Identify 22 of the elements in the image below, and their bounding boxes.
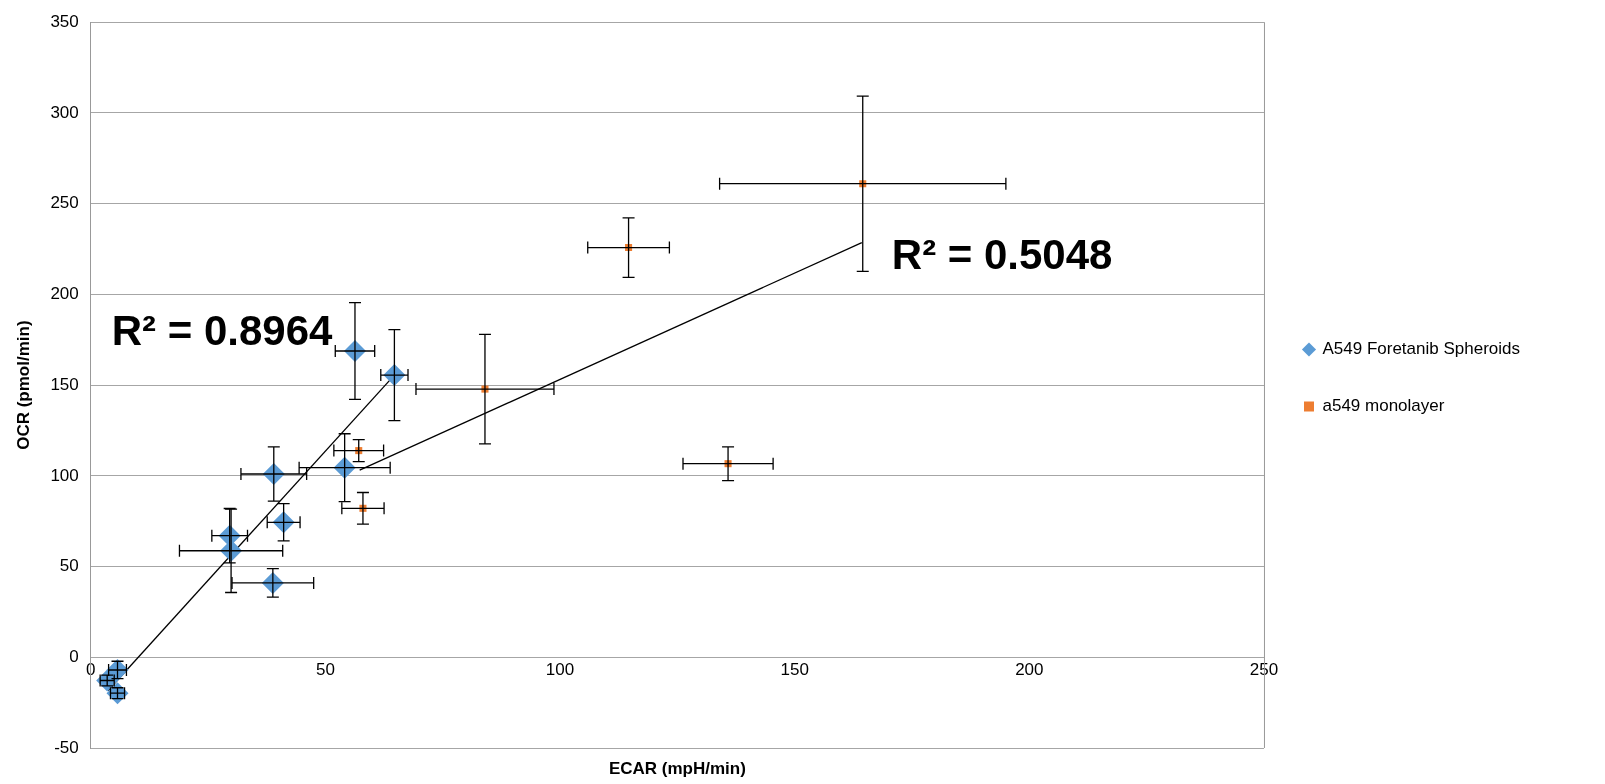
annotation: R² = 0.8964 xyxy=(111,306,334,354)
legend-label: a549 monolayer xyxy=(1322,396,1445,416)
y-tick-label: 0 xyxy=(69,646,79,666)
x-axis-title: ECAR (mpH/min) xyxy=(608,759,746,779)
annotation: R² = 0.5048 xyxy=(891,231,1113,279)
y-tick-label: 250 xyxy=(50,193,79,213)
y-tick-label: -50 xyxy=(54,737,79,757)
point xyxy=(96,669,119,692)
y-tick-label: 100 xyxy=(50,465,79,485)
x-tick-label: 150 xyxy=(780,660,809,680)
x-tick-label: 50 xyxy=(315,660,335,680)
y-tick-label: 350 xyxy=(50,11,79,31)
point xyxy=(106,682,129,705)
y-tick-label: 200 xyxy=(50,284,79,304)
y-tick-label: 150 xyxy=(50,374,79,394)
x-tick-label: 250 xyxy=(1249,660,1279,680)
x-tick-label: 200 xyxy=(1015,660,1044,680)
x-tick-label: 100 xyxy=(545,660,575,680)
legend-label: A549 Foretanib Spheroids xyxy=(1322,339,1521,359)
y-tick-label: 50 xyxy=(59,556,79,576)
y-tick-label: 300 xyxy=(50,102,79,122)
y-axis-title: OCR (pmol/min) xyxy=(13,320,33,450)
